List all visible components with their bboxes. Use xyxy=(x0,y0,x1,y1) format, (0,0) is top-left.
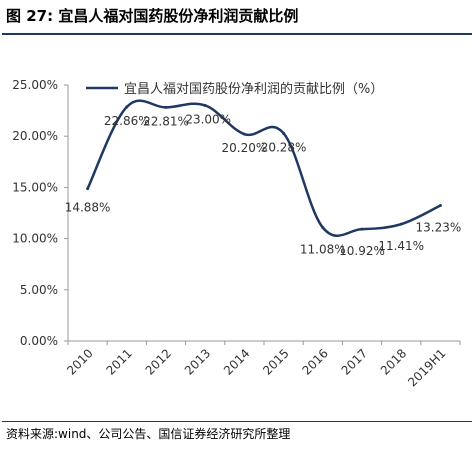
x-tick-label: 2019H1 xyxy=(405,346,448,389)
data-label: 13.23% xyxy=(416,221,462,235)
x-tick-label: 2014 xyxy=(221,346,252,377)
x-tick-label: 2017 xyxy=(339,346,370,377)
bottom-rule xyxy=(2,421,472,422)
x-tick-labels: 2010 2011 2012 2013 2014 2015 2016 2017 20182019… xyxy=(64,346,448,389)
x-tick-label: 2015 xyxy=(260,346,291,377)
data-labels: 14.88% 22.86%22.81%23.00% 20.20%20.28% 11.0… xyxy=(65,112,462,258)
legend: 宜昌人福对国药股份净利润的贡献比例（%） xyxy=(86,81,383,97)
data-point xyxy=(164,105,168,109)
line-chart: 0.00%5.00%10.00%15.00%20.00%25.00% 2010 2… xyxy=(12,78,462,389)
figure-title: 图 27: 宜昌人福对国药股份净利润贡献比例 xyxy=(6,7,299,25)
y-tick-label: 15.00% xyxy=(12,180,58,194)
x-tick-label: 2018 xyxy=(378,346,409,377)
data-point xyxy=(203,103,207,107)
legend-label: 宜昌人福对国药股份净利润的贡献比例（%） xyxy=(124,81,383,97)
data-label: 14.88% xyxy=(65,201,111,215)
data-label: 22.86% xyxy=(104,114,150,128)
data-label: 11.08% xyxy=(300,243,346,257)
y-tick-label: 5.00% xyxy=(20,283,58,297)
series-line xyxy=(86,99,441,238)
chart-axes xyxy=(64,84,461,345)
x-tick-label: 2011 xyxy=(103,346,134,377)
x-tick-label: 2013 xyxy=(182,346,213,377)
y-tick-label: 0.00% xyxy=(20,334,58,348)
data-point xyxy=(242,132,246,136)
source-note: 资料来源:wind、公司公告、国信证券经济研究所整理 xyxy=(6,427,291,441)
data-point xyxy=(125,105,129,109)
x-tick-label: 2016 xyxy=(299,346,330,377)
data-label: 20.20% xyxy=(222,141,268,155)
y-tick-labels: 0.00% 5.00% 10.00% 15.00% 20.00% 25.00% xyxy=(12,78,58,348)
data-point xyxy=(399,222,403,226)
data-label: 22.81% xyxy=(143,114,189,128)
data-label: 20.28% xyxy=(261,140,307,154)
data-label: 10.92% xyxy=(339,244,385,258)
x-tick-label: 2012 xyxy=(143,346,174,377)
x-tick-label: 2010 xyxy=(64,346,95,377)
data-point xyxy=(438,204,442,208)
data-label: 11.41% xyxy=(378,239,424,253)
data-point xyxy=(360,227,364,231)
y-tick-label: 25.00% xyxy=(12,78,58,92)
y-tick-label: 10.00% xyxy=(12,232,58,246)
data-point xyxy=(86,187,90,191)
data-label: 23.00% xyxy=(185,112,231,126)
plot-area xyxy=(86,99,442,238)
data-point xyxy=(282,131,286,135)
data-point xyxy=(321,226,325,230)
top-rule xyxy=(2,33,472,35)
y-tick-label: 20.00% xyxy=(12,129,58,143)
